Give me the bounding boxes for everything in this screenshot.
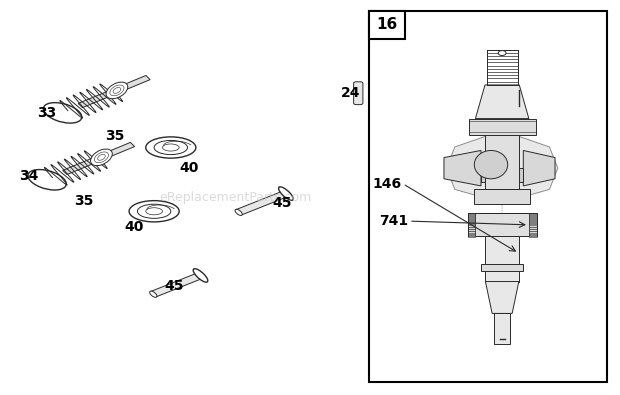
Polygon shape [151,273,203,297]
Text: 34: 34 [19,169,38,183]
FancyBboxPatch shape [467,225,476,226]
Ellipse shape [91,149,112,166]
FancyBboxPatch shape [467,223,476,224]
Circle shape [498,51,506,56]
Text: 24: 24 [340,86,360,100]
Text: 33: 33 [37,106,56,120]
FancyBboxPatch shape [467,233,476,235]
Polygon shape [444,150,481,186]
FancyBboxPatch shape [467,221,476,222]
FancyBboxPatch shape [529,229,537,231]
FancyBboxPatch shape [529,225,537,226]
FancyBboxPatch shape [369,11,405,39]
FancyBboxPatch shape [467,227,476,229]
Ellipse shape [129,201,179,222]
Polygon shape [63,143,135,175]
FancyBboxPatch shape [467,215,476,216]
Ellipse shape [149,291,157,297]
FancyBboxPatch shape [369,11,607,382]
Polygon shape [485,282,519,313]
Text: 45: 45 [164,279,184,293]
Ellipse shape [235,209,242,215]
Polygon shape [476,213,529,236]
Text: 16: 16 [376,17,397,32]
Text: 45: 45 [272,196,292,211]
Ellipse shape [28,169,66,190]
Text: 35: 35 [105,130,125,143]
FancyBboxPatch shape [467,231,476,233]
FancyBboxPatch shape [353,82,363,105]
Text: eReplacementParts.com: eReplacementParts.com [159,191,312,204]
Polygon shape [236,191,288,215]
Text: 741: 741 [379,214,408,228]
FancyBboxPatch shape [529,231,537,233]
FancyBboxPatch shape [467,219,476,220]
Text: 40: 40 [180,161,199,175]
Ellipse shape [138,204,171,218]
Text: 146: 146 [373,177,402,191]
Polygon shape [78,75,150,107]
Polygon shape [474,190,530,203]
Polygon shape [485,135,519,190]
FancyBboxPatch shape [467,229,476,231]
Ellipse shape [43,103,82,123]
Polygon shape [481,168,523,182]
FancyBboxPatch shape [529,223,537,224]
Ellipse shape [193,269,208,282]
FancyBboxPatch shape [529,227,537,229]
FancyBboxPatch shape [467,236,476,237]
FancyBboxPatch shape [529,217,537,218]
Polygon shape [446,136,558,197]
FancyBboxPatch shape [529,219,537,220]
Ellipse shape [278,187,293,200]
Ellipse shape [154,141,187,154]
Ellipse shape [146,137,196,158]
Polygon shape [476,85,529,118]
Polygon shape [523,150,555,186]
Polygon shape [485,236,519,282]
FancyBboxPatch shape [529,236,537,237]
Text: 35: 35 [74,194,94,209]
FancyBboxPatch shape [529,221,537,222]
Ellipse shape [146,208,162,215]
FancyBboxPatch shape [467,217,476,218]
Ellipse shape [106,82,128,99]
FancyBboxPatch shape [529,215,537,216]
FancyBboxPatch shape [529,233,537,235]
Polygon shape [481,264,523,271]
FancyBboxPatch shape [467,213,476,214]
FancyBboxPatch shape [529,213,537,214]
Text: 40: 40 [124,220,143,234]
Ellipse shape [474,150,508,179]
Ellipse shape [162,144,179,151]
Polygon shape [494,313,510,344]
Polygon shape [469,118,536,135]
